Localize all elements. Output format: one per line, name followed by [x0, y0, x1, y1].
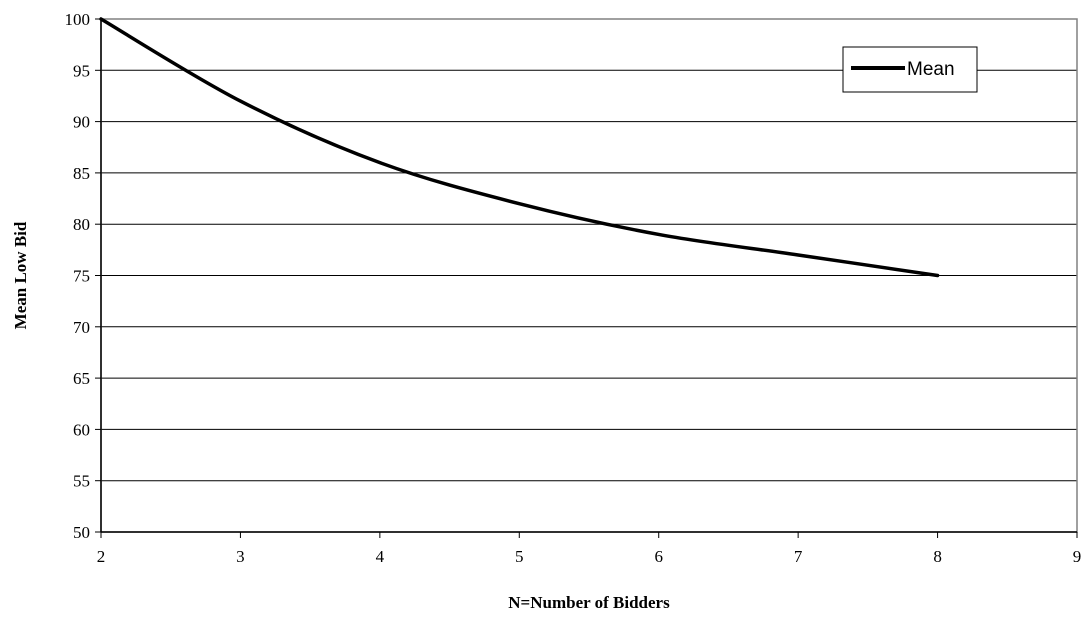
x-tick-label-5: 5 — [515, 547, 524, 566]
y-tick-label-100: 100 — [65, 10, 91, 29]
x-tick-label-7: 7 — [794, 547, 803, 566]
y-tick-label-50: 50 — [73, 523, 90, 542]
x-tick-label-2: 2 — [97, 547, 106, 566]
series-lines — [99, 17, 940, 278]
x-axis-title: N=Number of Bidders — [508, 593, 670, 612]
x-tick-label-4: 4 — [376, 547, 385, 566]
x-tick-label-9: 9 — [1073, 547, 1081, 566]
y-tick-label-70: 70 — [73, 318, 90, 337]
series-line-mean — [99, 17, 940, 278]
y-tick-label-95: 95 — [73, 61, 90, 80]
legend: Mean — [842, 46, 978, 93]
x-tick-label-3: 3 — [236, 547, 245, 566]
y-tick-label-85: 85 — [73, 164, 90, 183]
y-tick-label-60: 60 — [73, 420, 90, 439]
y-tick-label-75: 75 — [73, 267, 90, 286]
x-tick-label-8: 8 — [933, 547, 942, 566]
tick-labels: 50 55 60 65 70 75 80 85 90 95 100 2 3 4 5 6 7 8 9 — [65, 10, 1081, 566]
y-axis-title: Mean Low Bid — [11, 221, 30, 329]
x-tick-label-6: 6 — [654, 547, 663, 566]
y-tick-label-55: 55 — [73, 472, 90, 491]
y-tick-label-90: 90 — [73, 113, 90, 132]
y-tick-label-65: 65 — [73, 369, 90, 388]
axes — [95, 18, 1078, 538]
y-tick-label-80: 80 — [73, 215, 90, 234]
legend-label-mean: Mean — [907, 59, 955, 80]
